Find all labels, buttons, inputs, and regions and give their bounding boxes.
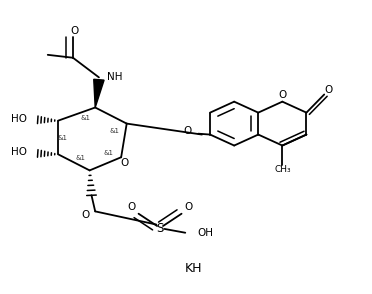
Text: &1: &1	[58, 135, 68, 141]
Text: O: O	[279, 90, 287, 100]
Text: KH: KH	[185, 262, 202, 275]
Text: &1: &1	[80, 115, 90, 121]
Text: O: O	[183, 126, 192, 136]
Text: S: S	[156, 223, 164, 235]
Text: &1: &1	[103, 150, 113, 156]
Text: HO: HO	[12, 113, 28, 123]
Text: O: O	[127, 202, 135, 212]
Text: O: O	[121, 158, 129, 168]
Text: OH: OH	[197, 228, 213, 238]
Text: HO: HO	[12, 147, 28, 157]
Text: CH₃: CH₃	[274, 165, 291, 174]
Text: O: O	[71, 26, 79, 36]
Polygon shape	[94, 79, 104, 108]
Text: O: O	[82, 210, 90, 220]
Text: &1: &1	[110, 128, 120, 134]
Text: O: O	[324, 85, 333, 95]
Text: NH: NH	[107, 72, 122, 82]
Text: O: O	[185, 202, 193, 212]
Text: &1: &1	[76, 155, 86, 161]
